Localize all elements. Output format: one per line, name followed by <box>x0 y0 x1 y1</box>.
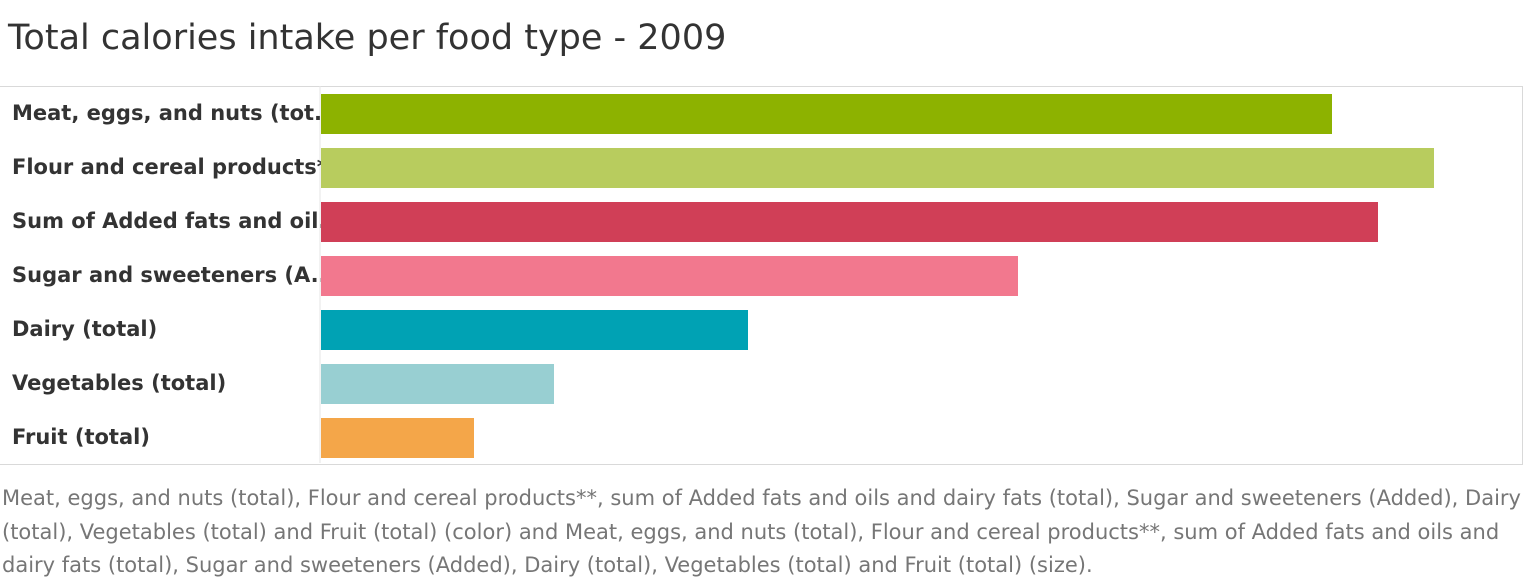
category-label: Dairy (total) <box>12 317 157 341</box>
bar[interactable] <box>321 94 1332 134</box>
chart-caption: Meat, eggs, and nuts (total), Flour and … <box>2 486 1521 577</box>
category-label: Sugar and sweeteners (A.. <box>12 263 327 287</box>
bar[interactable] <box>321 418 474 458</box>
chart-frame <box>0 86 1523 465</box>
bar[interactable] <box>321 202 1378 242</box>
category-label: Vegetables (total) <box>12 371 226 395</box>
bar[interactable] <box>321 256 1018 296</box>
category-label: Flour and cereal products** <box>12 155 339 179</box>
bar-chart: Meat, eggs, and nuts (tot.. Flour and cer… <box>12 86 1434 463</box>
chart-title: Total calories intake per food type - 20… <box>8 18 727 58</box>
bar[interactable] <box>321 148 1434 188</box>
category-label: Meat, eggs, and nuts (tot.. <box>12 101 330 125</box>
category-label: Fruit (total) <box>12 425 150 449</box>
bar[interactable] <box>321 364 554 404</box>
bar[interactable] <box>321 310 748 350</box>
category-label: Sum of Added fats and oil.. <box>12 209 334 233</box>
